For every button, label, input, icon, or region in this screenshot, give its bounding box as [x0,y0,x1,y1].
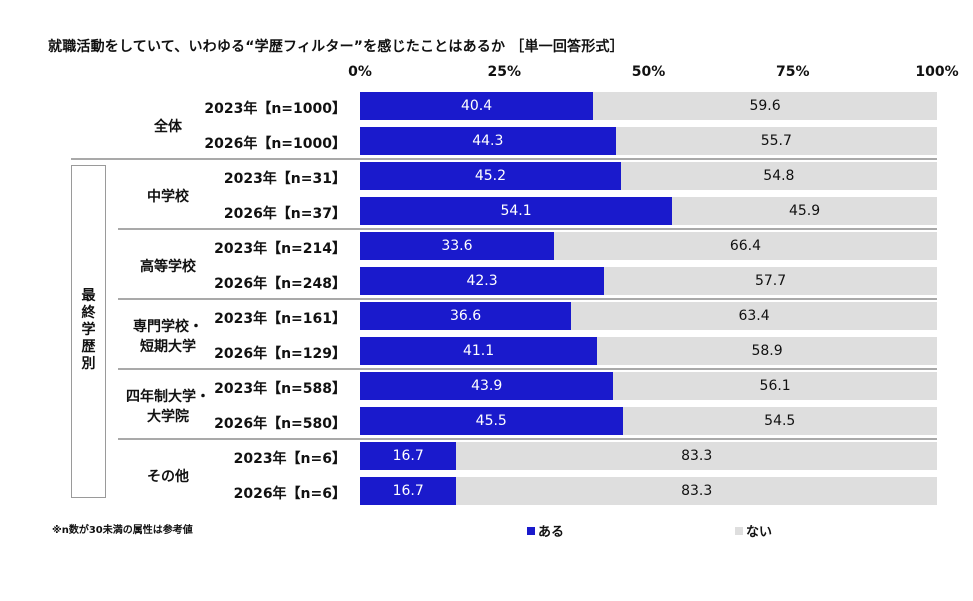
group-separator [118,438,937,440]
group-label: 全体 [154,119,182,135]
category-box-char: 学 [81,322,96,338]
bar-segment-no: 57.7 [604,267,937,295]
row-label: 2026年【n=1000】 [204,136,346,152]
row-label: 2026年【n=129】 [214,346,346,362]
bar-segment-no: 56.1 [613,372,937,400]
legend-label-yes: ある [538,525,565,540]
category-box-char: 終 [81,305,96,321]
group-separator [71,158,937,160]
group-label: 中学校 [147,189,189,205]
legend-item-no: ない [735,521,772,540]
legend-item-yes: ある [527,521,564,540]
bar-segment-no: 83.3 [456,442,937,470]
bar-segment-no: 63.4 [571,302,937,330]
group-label-line: 大学院 [147,409,189,425]
legend-swatch-no [735,527,743,535]
row-label: 2026年【n=248】 [214,276,346,292]
chart-title: 就職活動をしていて、いわゆる“学歴フィルター”を感じたことはあるか ［単一回答形… [48,39,624,55]
row-label: 2026年【n=580】 [214,416,346,432]
row-label: 2026年【n=6】 [233,486,346,502]
category-box-char: 別 [81,356,96,372]
group-label: 専門学校・ 短期大学 [118,317,218,357]
group-label: その他 [147,469,189,485]
bar-segment-yes: 45.5 [360,407,623,435]
row-label: 2023年【n=1000】 [204,101,346,117]
bar-segment-no: 59.6 [593,92,937,120]
category-box [71,165,106,498]
group-label: 四年制大学・ 大学院 [118,387,218,427]
bar-segment-no: 83.3 [456,477,937,505]
row-label: 2023年【n=161】 [214,311,346,327]
bar-segment-yes: 44.3 [360,127,616,155]
bar-segment-no: 55.7 [615,127,937,155]
bar-segment-no: 54.8 [620,162,937,190]
bar-segment-yes: 16.7 [360,442,457,470]
group-label-line: 短期大学 [140,339,196,355]
x-tick-label: 50% [631,64,666,80]
group-separator [118,298,937,300]
legend-swatch-yes [527,527,535,535]
bar-segment-yes: 54.1 [360,197,673,225]
x-tick-label: 0% [348,64,372,80]
group-label-line: 四年制大学・ [126,389,210,405]
row-label: 2023年【n=588】 [214,381,346,397]
row-label: 2023年【n=6】 [233,451,346,467]
x-tick-label: 25% [487,64,522,80]
category-box-label: 最終学歴別 [71,288,106,373]
group-separator [118,368,937,370]
bar-segment-no: 58.9 [597,337,937,365]
legend-label-no: ない [746,525,773,540]
bar-segment-yes: 33.6 [360,232,554,260]
bar-segment-yes: 43.9 [360,372,614,400]
bar-segment-yes: 42.3 [360,267,605,295]
group-label-line: 専門学校・ [133,319,203,335]
bar-segment-yes: 45.2 [360,162,621,190]
footnote: ※n数が30未満の属性は参考値 [52,525,193,536]
bar-segment-no: 54.5 [622,407,937,435]
bar-segment-yes: 36.6 [360,302,572,330]
group-label: 高等学校 [140,259,196,275]
bar-segment-yes: 16.7 [360,477,457,505]
x-tick-label: 75% [775,64,810,80]
category-box-char: 最 [81,288,96,304]
row-label: 2026年【n=37】 [223,206,346,222]
row-label: 2023年【n=214】 [214,241,346,257]
x-tick-label: 100% [915,64,959,80]
row-label: 2023年【n=31】 [223,171,346,187]
bar-segment-no: 45.9 [672,197,937,225]
bar-segment-no: 66.4 [553,232,937,260]
bar-segment-yes: 41.1 [360,337,598,365]
bar-segment-yes: 40.4 [360,92,594,120]
group-separator [118,228,937,230]
category-box-char: 歴 [81,339,96,355]
